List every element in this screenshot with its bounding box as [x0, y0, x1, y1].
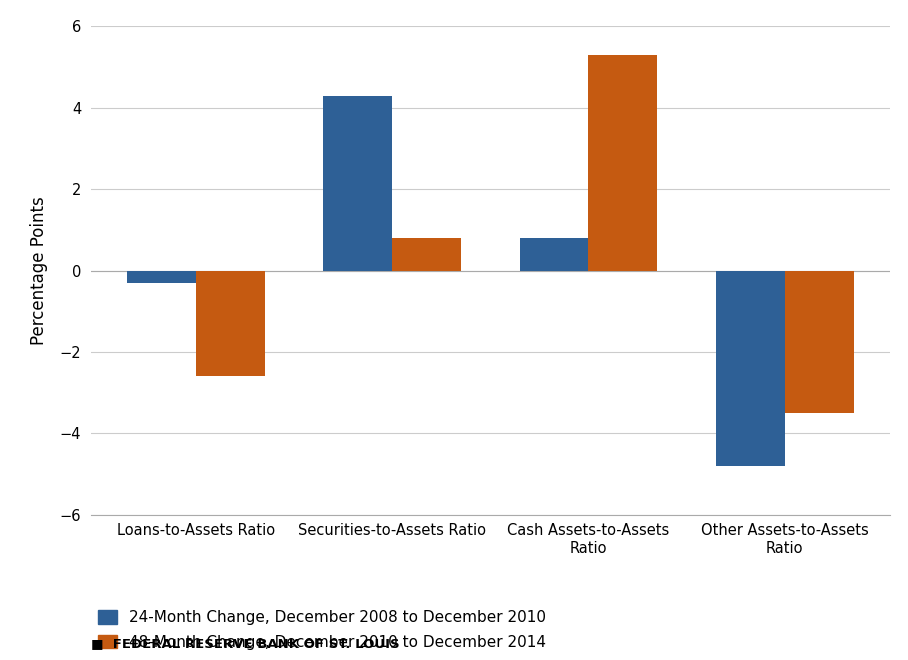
Bar: [785, 271, 854, 413]
Bar: [392, 238, 461, 271]
Y-axis label: Percentage Points: Percentage Points: [30, 196, 48, 345]
Bar: [588, 55, 657, 271]
Bar: [196, 271, 264, 376]
Text: ■  FEDERAL RESERVE BANK OF ST. LOUIS: ■ FEDERAL RESERVE BANK OF ST. LOUIS: [91, 637, 400, 650]
Bar: [716, 271, 785, 466]
Bar: [127, 271, 196, 282]
Legend: 24-Month Change, December 2008 to December 2010, 48-Month Change, December 2010 : 24-Month Change, December 2008 to Decemb…: [98, 610, 546, 649]
Bar: [323, 96, 392, 271]
Bar: [519, 238, 588, 271]
